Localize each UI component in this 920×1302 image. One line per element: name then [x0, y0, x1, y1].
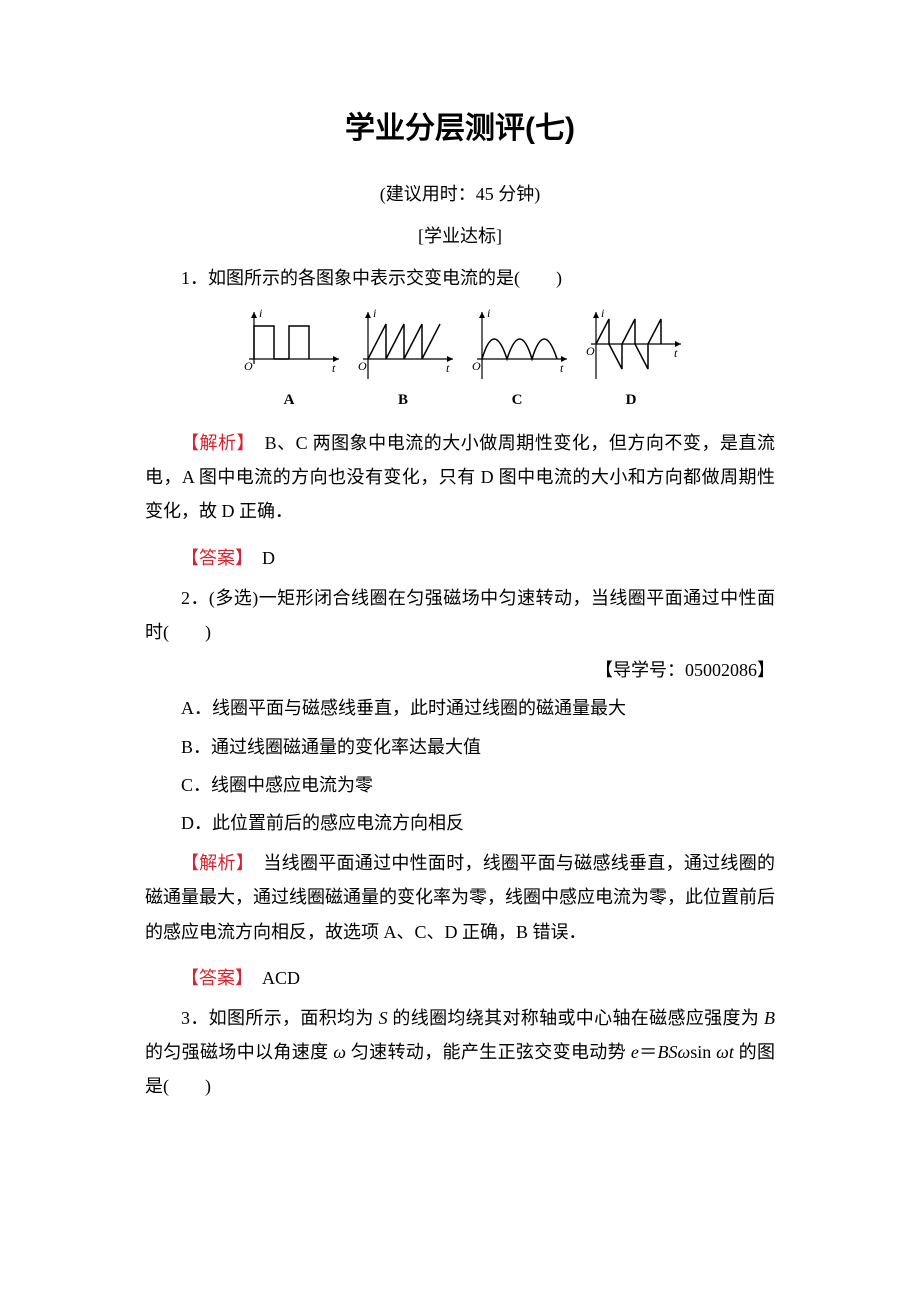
svg-text:O: O: [586, 344, 595, 358]
svg-text:i: i: [487, 306, 490, 320]
q2-option-d: D．此位置前后的感应电流方向相反: [145, 806, 775, 840]
q2-option-a: A．线圈平面与磁感线垂直，此时通过线圈的磁通量最大: [145, 691, 775, 725]
svg-text:O: O: [244, 359, 253, 373]
q1-graph-a: i t O A: [234, 304, 344, 415]
svg-text:t: t: [674, 346, 678, 360]
analysis-label: 【解析】: [181, 853, 245, 873]
page-title: 学业分层测评(七): [145, 100, 775, 157]
graph-c-svg: i t O: [462, 304, 572, 384]
graph-d-svg: i t O: [576, 304, 686, 384]
answer-label: 【答案】: [181, 968, 244, 988]
q2-answer: 【答案】 ACD: [145, 961, 775, 995]
answer-label: 【答案】: [181, 548, 244, 568]
graph-a-svg: i t O: [234, 304, 344, 384]
q1-graph-b: i t O B: [348, 304, 458, 415]
svg-text:i: i: [259, 306, 262, 320]
svg-text:t: t: [332, 361, 336, 375]
q2-option-c: C．线圈中感应电流为零: [145, 768, 775, 802]
svg-text:t: t: [446, 361, 450, 375]
svg-text:O: O: [472, 359, 481, 373]
q1-answer: 【答案】 D: [145, 541, 775, 575]
graph-b-label: B: [398, 386, 408, 415]
q1-graph-row: i t O A i t O B: [145, 304, 775, 415]
svg-text:O: O: [358, 359, 367, 373]
q2-guide: 【导学号：05002086】: [145, 653, 775, 687]
q1-analysis: 【解析】 B、C 两图象中电流的大小做周期性变化，但方向不变，是直流电，A 图中…: [145, 426, 775, 529]
graph-c-label: C: [512, 386, 523, 415]
q1-graph-d: i t O D: [576, 304, 686, 415]
svg-text:i: i: [601, 306, 604, 320]
q2-stem: 2．(多选)一矩形闭合线圈在匀强磁场中匀速转动，当线圈平面通过中性面时( ): [145, 581, 775, 649]
q1-stem: 1．如图所示的各图象中表示交变电流的是( ): [145, 261, 775, 295]
q2-analysis: 【解析】 当线圈平面通过中性面时，线圈平面与磁感线垂直，通过线圈的磁通量最大，通…: [145, 846, 775, 949]
q3-stem: 3．如图所示，面积均为 S 的线圈均绕其对称轴或中心轴在磁感应强度为 B 的匀强…: [145, 1001, 775, 1104]
section-header: [学业达标]: [145, 219, 775, 253]
svg-text:t: t: [560, 361, 564, 375]
answer-text: D: [244, 548, 275, 568]
graph-a-label: A: [284, 386, 295, 415]
svg-text:i: i: [373, 306, 376, 320]
graph-b-svg: i t O: [348, 304, 458, 384]
analysis-label: 【解析】: [181, 433, 246, 453]
time-suggestion: (建议用时：45 分钟): [145, 177, 775, 211]
q1-graph-c: i t O C: [462, 304, 572, 415]
q2-option-b: B．通过线圈磁通量的变化率达最大值: [145, 730, 775, 764]
answer-text: ACD: [244, 968, 300, 988]
graph-d-label: D: [626, 386, 637, 415]
